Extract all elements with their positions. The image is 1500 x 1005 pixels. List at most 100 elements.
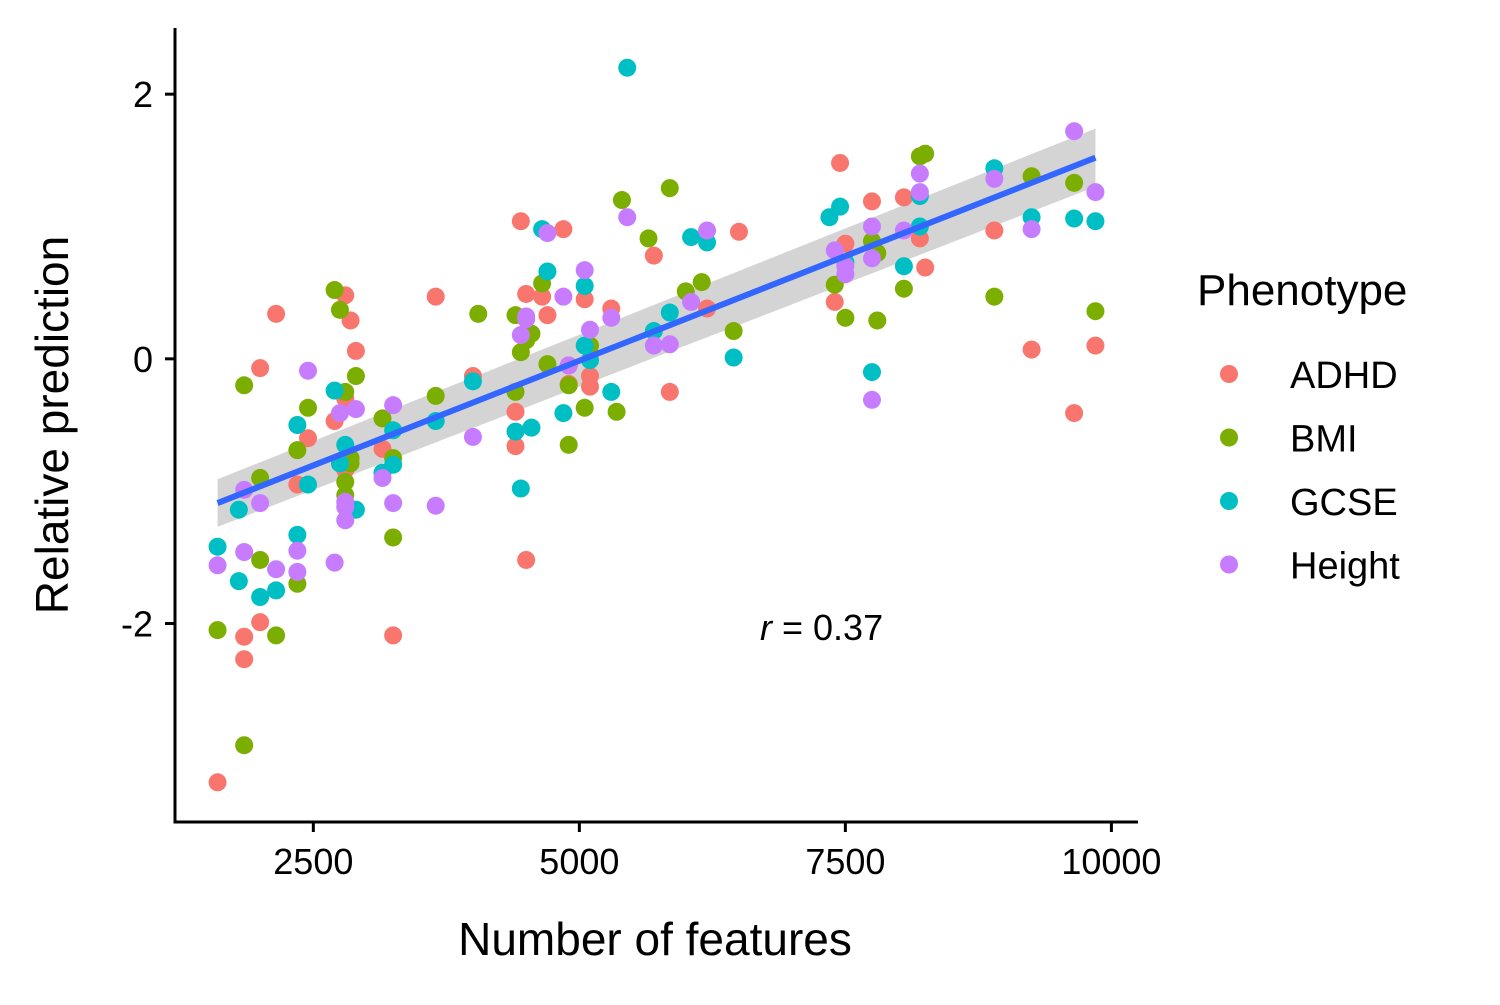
data-point [235,543,254,562]
x-tick-label: 5000 [539,841,619,882]
data-point [251,359,270,378]
data-point [299,429,318,448]
data-point [229,500,248,519]
data-point [426,287,445,306]
data-point [235,650,254,669]
x-tick-label: 10000 [1061,841,1161,882]
data-point [267,560,286,579]
data-point [575,277,594,296]
data-point [251,494,270,513]
data-point [251,550,270,569]
data-point [575,398,594,417]
data-point [692,273,711,292]
data-point [862,217,881,236]
legend-swatch [1220,555,1238,574]
data-point [251,613,270,632]
data-point [384,494,403,513]
data-point [288,541,307,560]
data-point [602,382,621,401]
data-point [580,320,599,339]
data-point [208,773,227,792]
data-point [682,292,701,311]
data-point [325,281,344,300]
data-point [235,376,254,395]
data-point [288,525,307,544]
legend-title: Phenotype [1197,266,1407,315]
data-point [463,372,482,391]
data-point [517,284,536,303]
data-point [506,437,525,456]
data-point [894,188,913,207]
trend-line [216,154,1097,506]
data-point [384,626,403,645]
data-point [825,292,844,311]
data-point [373,409,392,428]
data-point [698,221,717,240]
data-point [985,221,1004,240]
data-point [559,435,578,454]
series-height [208,122,1105,581]
data-point [330,300,349,319]
data-point [831,197,850,216]
data-point [618,208,637,227]
axes-layer: 2500 5000 7500 10000 2 0 -2 [121,28,1161,882]
x-axis-title: Number of features [458,913,852,965]
correlation-symbol: r [760,607,774,648]
legend: Phenotype ADHD BMI GCSE Height [1197,266,1407,588]
data-point [538,224,557,243]
data-point [910,164,929,183]
data-point [522,418,541,437]
data-point [336,511,355,530]
data-point [208,537,227,556]
data-point [1086,336,1105,355]
data-point [894,257,913,276]
data-point [554,287,573,306]
data-point [517,550,536,569]
data-point [384,396,403,415]
trend-line-layer [216,154,1097,506]
correlation-value: = 0.37 [772,607,883,648]
data-point [538,306,557,325]
data-point [267,304,286,323]
data-point [1065,209,1084,228]
data-point [985,287,1004,306]
legend-label: ADHD [1290,355,1398,397]
data-point [251,588,270,607]
data-point [724,322,743,341]
data-point [288,441,307,460]
data-point [506,422,525,441]
x-tick-label: 2500 [273,841,353,882]
legend-swatch [1220,492,1238,510]
data-point [660,335,679,354]
data-point [660,303,679,322]
data-point [299,398,318,417]
data-point [1086,212,1105,231]
data-point [862,249,881,268]
legend-label: GCSE [1290,482,1398,524]
data-point [724,348,743,367]
data-point [208,556,227,575]
data-point [862,363,881,382]
data-point [644,246,663,265]
data-point [554,220,573,239]
data-point [373,468,392,487]
data-point [916,144,935,163]
legend-item-gcse: GCSE [1220,482,1398,524]
data-point [384,528,403,547]
data-point [469,304,488,323]
data-point [894,279,913,298]
data-point [506,402,525,421]
data-point [426,496,445,515]
data-point [346,341,365,360]
data-point [985,169,1004,188]
data-point [1022,220,1041,239]
data-point [533,287,552,306]
data-point [330,404,349,423]
data-point [267,626,286,645]
data-point [612,191,631,210]
data-point [639,229,658,248]
data-point [916,258,935,277]
data-point [868,311,887,330]
data-point [831,153,850,172]
